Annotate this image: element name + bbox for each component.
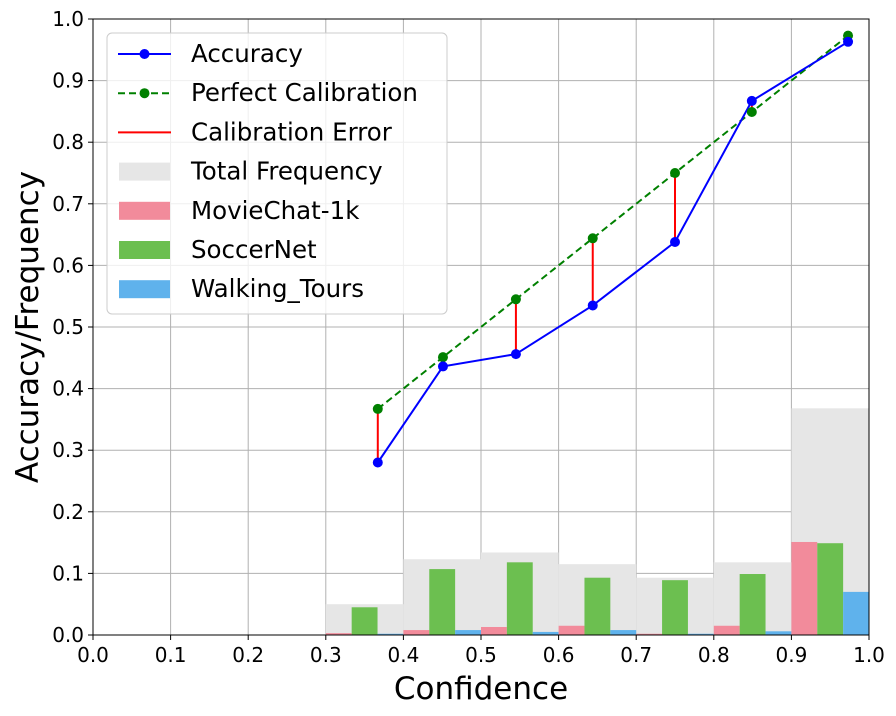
y-tick-label: 0.5 bbox=[52, 315, 84, 339]
y-tick-label: 0.7 bbox=[52, 192, 84, 216]
y-tick-label: 1.0 bbox=[52, 7, 84, 31]
moviechat-bar bbox=[403, 630, 430, 635]
legend-handle-patch bbox=[119, 241, 170, 259]
perfect-calibration-point bbox=[746, 107, 757, 118]
x-tick-label: 1.0 bbox=[853, 643, 885, 667]
legend-box bbox=[106, 32, 448, 315]
legend-handle-marker bbox=[139, 49, 150, 59]
x-tick-label: 0.0 bbox=[77, 643, 109, 667]
x-axis-label: Confidence bbox=[394, 671, 568, 707]
soccernet-bar bbox=[662, 580, 688, 635]
soccernet-bar bbox=[506, 562, 533, 635]
y-tick-label: 0.9 bbox=[52, 69, 84, 93]
y-tick-label: 0.1 bbox=[52, 561, 84, 585]
x-tick-label: 0.2 bbox=[232, 643, 264, 667]
moviechat-bar bbox=[713, 625, 740, 635]
y-tick-label: 0.8 bbox=[52, 130, 84, 154]
walking-tours-bar bbox=[377, 633, 404, 635]
moviechat-bar bbox=[558, 625, 585, 635]
perfect-calibration-point bbox=[670, 168, 680, 178]
x-tick-label: 0.5 bbox=[465, 643, 497, 667]
y-tick-label: 0.3 bbox=[52, 438, 84, 462]
x-tick-label: 0.6 bbox=[543, 643, 575, 667]
legend-handle-marker bbox=[139, 88, 150, 99]
y-tick-label: 0.2 bbox=[52, 500, 84, 524]
x-tick-label: 0.8 bbox=[698, 643, 730, 667]
soccernet-bar bbox=[429, 569, 456, 635]
legend-label: SoccerNet bbox=[191, 235, 317, 264]
accuracy-point bbox=[510, 349, 521, 360]
perfect-calibration-point bbox=[437, 352, 448, 363]
perfect-calibration-point bbox=[372, 403, 383, 414]
calibration-lines bbox=[372, 30, 854, 468]
soccernet-bar bbox=[739, 574, 766, 635]
legend-label: Perfect Calibration bbox=[191, 78, 418, 107]
perfect-calibration-point bbox=[510, 294, 521, 305]
moviechat-bar bbox=[325, 633, 352, 635]
moviechat-bar bbox=[636, 633, 663, 635]
walking-tours-bar bbox=[455, 630, 481, 635]
legend-label: Walking_Tours bbox=[191, 274, 364, 303]
perfect-calibration-line bbox=[377, 34, 849, 410]
walking-tours-bar bbox=[687, 633, 714, 635]
y-tick-label: 0.6 bbox=[52, 253, 84, 277]
legend-label: MovieChat-1k bbox=[191, 196, 360, 225]
accuracy-point bbox=[670, 236, 680, 247]
dataset-frequency-bars bbox=[325, 541, 869, 635]
moviechat-bar bbox=[481, 626, 507, 635]
walking-tours-bar bbox=[765, 631, 792, 635]
y-tick-label: 0.0 bbox=[52, 623, 84, 647]
x-tick-label: 0.3 bbox=[310, 643, 342, 667]
x-tick-label: 0.1 bbox=[155, 643, 187, 667]
accuracy-point bbox=[372, 457, 383, 468]
accuracy-point bbox=[843, 36, 854, 47]
x-tick-label: 0.9 bbox=[775, 643, 807, 667]
legend-handle-patch bbox=[119, 280, 170, 299]
walking-tours-bar bbox=[843, 591, 869, 635]
soccernet-bar bbox=[351, 607, 378, 635]
accuracy-point bbox=[437, 361, 448, 372]
walking-tours-bar bbox=[532, 631, 559, 635]
accuracy-point bbox=[587, 300, 598, 311]
perfect-calibration-point bbox=[587, 233, 598, 244]
soccernet-bar bbox=[584, 577, 611, 635]
axis-ticks: 0.0 0.1 0.2 0.3 0.4 0.5 0.6 0.7 0.8 0.9 1.0 0.0 0.1 0… bbox=[52, 7, 885, 667]
legend-label: Calibration Error bbox=[191, 117, 393, 146]
accuracy-point bbox=[746, 95, 757, 106]
y-axis-label: Accuracy/Frequency bbox=[10, 171, 46, 483]
legend-label: Total Frequency bbox=[190, 157, 383, 186]
legend: Accuracy Perfect Calibration Calibration E… bbox=[106, 32, 448, 315]
y-tick-label: 0.4 bbox=[52, 377, 84, 401]
walking-tours-bar bbox=[610, 630, 637, 635]
legend-handle-patch bbox=[119, 201, 170, 220]
x-tick-label: 0.7 bbox=[620, 643, 652, 667]
legend-label: Accuracy bbox=[191, 39, 303, 68]
soccernet-bar bbox=[817, 543, 844, 635]
accuracy-line bbox=[376, 40, 849, 464]
x-tick-label: 0.4 bbox=[387, 643, 419, 667]
legend-handle-patch bbox=[119, 162, 170, 181]
moviechat-bar bbox=[791, 541, 818, 635]
